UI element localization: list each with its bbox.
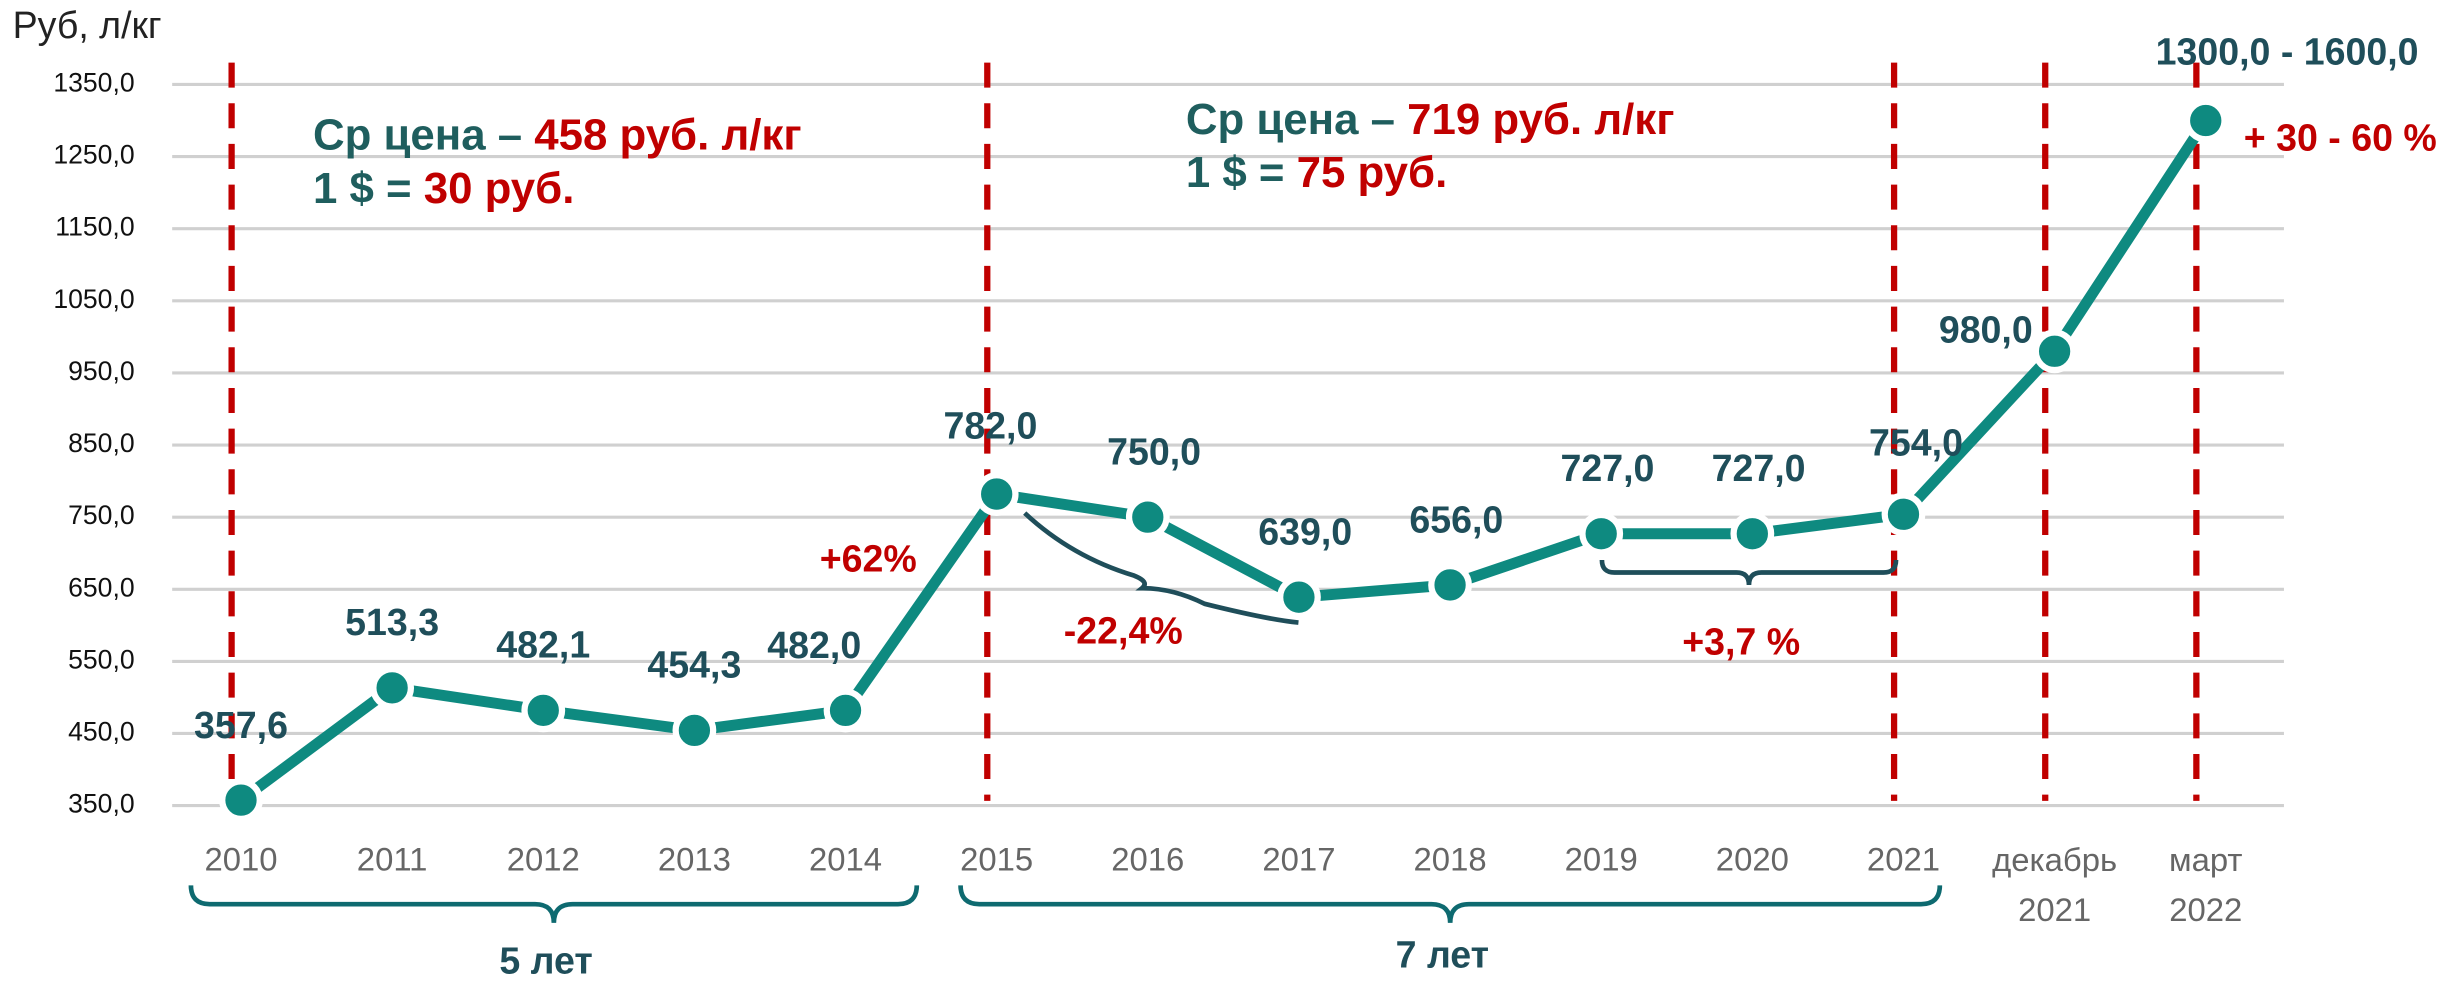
marker [521, 688, 566, 733]
note-line: Ср цена – 719 руб. л/кг [1186, 95, 1675, 144]
marker [672, 708, 717, 753]
note-part: 75 руб. [1297, 148, 1448, 197]
y-tick-label: 1050,0 [53, 284, 134, 314]
value-label: 513,3 [345, 601, 439, 643]
y-tick-label: 450,0 [68, 717, 135, 747]
value-label: 980,0 [1939, 308, 2033, 350]
value-label: 754,0 [1869, 421, 1963, 463]
x-tick-label: 2014 [809, 841, 882, 878]
value-label: 482,0 [767, 624, 861, 666]
marker [974, 472, 1019, 516]
x-tick-label: 2019 [1565, 841, 1638, 878]
value-label: 454,3 [647, 644, 741, 686]
note-part: Ср цена – [313, 110, 534, 159]
annotation: +3,7 % [1682, 620, 1800, 662]
value-label: 639,0 [1258, 511, 1352, 553]
note-part: Ср цена – [1186, 95, 1407, 144]
line [237, 117, 2211, 805]
y-tick-label: 750,0 [68, 500, 135, 530]
value-label: 656,0 [1409, 498, 1503, 540]
x-tick-label: 2021 [1867, 841, 1940, 878]
note-line: 1 $ = 75 руб. [1186, 148, 1447, 197]
annotation: -22,4% [1064, 609, 1183, 651]
note-part: 30 руб. [424, 163, 575, 212]
value-label: 1300,0 - 1600,0 [2156, 31, 2419, 73]
value-label: 482,1 [496, 624, 590, 666]
x-tick-label: 2017 [1262, 841, 1335, 878]
value-label: 727,0 [1561, 447, 1655, 489]
x-tick-label: декабрь 2021 [1992, 841, 2117, 928]
marker [1428, 563, 1472, 607]
annotation: +62% [820, 538, 917, 580]
value-label: 750,0 [1107, 431, 1201, 473]
x-tick-label: 2012 [507, 841, 580, 878]
marker [219, 778, 263, 823]
x-tick-label: 2015 [960, 841, 1033, 878]
y-tick-label: 550,0 [68, 644, 135, 674]
x-tick-label-line: 2021 [2018, 891, 2091, 928]
x-tick-label-line: 2022 [2169, 891, 2242, 928]
y-tick-label: 950,0 [68, 356, 135, 386]
note-part: 1 $ = [1186, 148, 1297, 197]
x-tick-label: 2010 [204, 841, 277, 878]
annotation: + 30 - 60 % [2244, 117, 2437, 159]
x-tick-label: 2011 [357, 841, 428, 878]
rise-brace [1599, 559, 1899, 586]
x-tick-label: 2020 [1716, 841, 1789, 878]
y-axis-label: Руб, л/кг [13, 4, 162, 46]
y-tick-label: 1250,0 [53, 140, 134, 170]
period-brace [188, 885, 920, 924]
note-part: 1 $ = [313, 163, 424, 212]
marker [823, 688, 868, 733]
y-tick-label: 1150,0 [55, 212, 134, 242]
x-tick-label: март 2022 [2169, 841, 2242, 928]
y-tick-label: 850,0 [68, 428, 135, 458]
value-label: 357,6 [194, 704, 288, 746]
period-brace [958, 885, 1943, 924]
marker [2032, 329, 2077, 374]
marker [1881, 492, 1926, 537]
note-line: 1 $ = 30 руб. [313, 163, 574, 212]
x-tick-label-line: декабрь [1992, 841, 2117, 878]
value-label: 782,0 [943, 404, 1037, 446]
x-tick-label-line: март [2169, 841, 2242, 878]
period-label: 5 лет [499, 940, 592, 982]
x-tick-label: 2013 [658, 841, 731, 878]
drop-brace [1023, 511, 1299, 625]
y-tick-label: 1350,0 [53, 68, 134, 98]
y-tick-label: 650,0 [68, 572, 135, 602]
marker [1730, 511, 1775, 556]
note-part: 458 руб. л/кг [534, 110, 801, 159]
marker [1579, 511, 1624, 556]
x-tick-label: 2016 [1111, 841, 1184, 878]
y-tick-label: 350,0 [68, 789, 135, 819]
marker [2183, 98, 2228, 143]
note-line: Ср цена – 458 руб. л/кг [313, 110, 802, 159]
period-label: 7 лет [1396, 933, 1489, 975]
x-tick-label: 2018 [1414, 841, 1487, 878]
value-label: 727,0 [1712, 447, 1806, 489]
marker [370, 665, 415, 710]
marker [1277, 575, 1321, 620]
marker [1125, 495, 1170, 540]
note-part: 719 руб. л/кг [1407, 95, 1674, 144]
